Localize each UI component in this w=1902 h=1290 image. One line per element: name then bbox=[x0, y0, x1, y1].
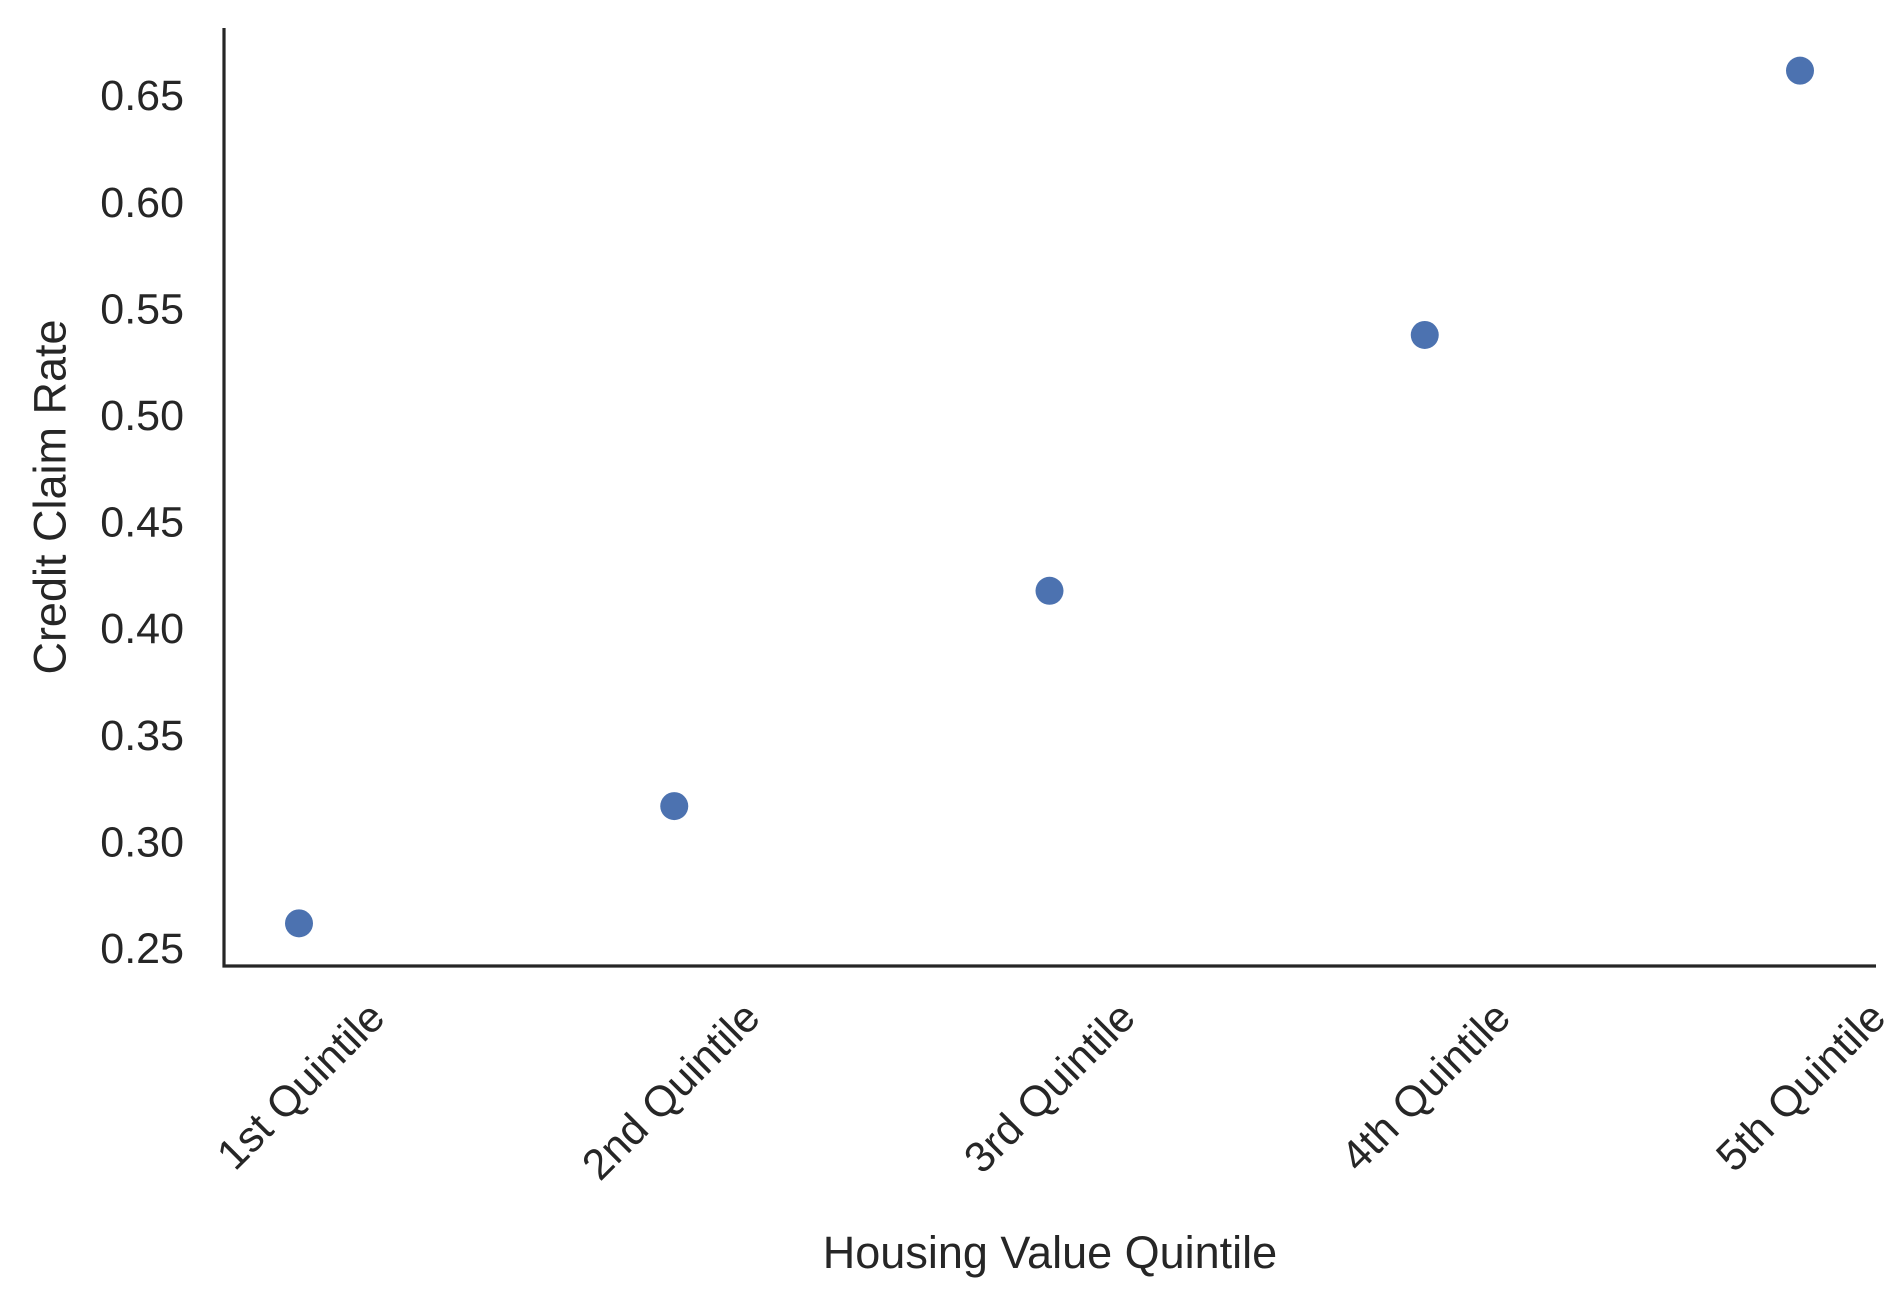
x-axis-title: Housing Value Quintile bbox=[823, 1227, 1277, 1278]
y-tick-label: 0.40 bbox=[100, 605, 184, 653]
y-tick-label: 0.50 bbox=[100, 392, 184, 440]
x-tick-label: 5th Quintile bbox=[1707, 993, 1895, 1181]
y-tick-label: 0.45 bbox=[100, 499, 184, 547]
y-axis-title: Credit Claim Rate bbox=[25, 319, 76, 674]
y-tick-label: 0.55 bbox=[100, 285, 184, 333]
y-tick-label: 0.60 bbox=[100, 179, 184, 227]
x-tick-label: 2nd Quintile bbox=[573, 993, 769, 1189]
data-point bbox=[660, 792, 689, 821]
y-tick-label: 0.35 bbox=[100, 712, 184, 760]
data-point bbox=[1410, 320, 1439, 349]
x-tick-label: 3rd Quintile bbox=[955, 993, 1144, 1182]
y-tick-label: 0.30 bbox=[100, 818, 184, 866]
y-tick-label: 0.65 bbox=[100, 72, 184, 120]
y-tick-labels: 0.25 0.30 0.35 0.40 0.45 0.50 0.55 0.60 0.65 bbox=[100, 72, 184, 973]
data-point bbox=[1035, 576, 1064, 605]
data-points bbox=[285, 56, 1814, 938]
x-tick-labels: 1st Quintile 2nd Quintile 3rd Quintile 4th … bbox=[208, 993, 1895, 1189]
data-point bbox=[285, 909, 313, 938]
x-tick-label: 4th Quintile bbox=[1332, 993, 1520, 1181]
data-point bbox=[1786, 56, 1814, 85]
x-tick-label: 1st Quintile bbox=[208, 993, 394, 1179]
y-tick-label: 0.25 bbox=[100, 925, 184, 973]
axis-spines bbox=[222, 28, 1876, 968]
